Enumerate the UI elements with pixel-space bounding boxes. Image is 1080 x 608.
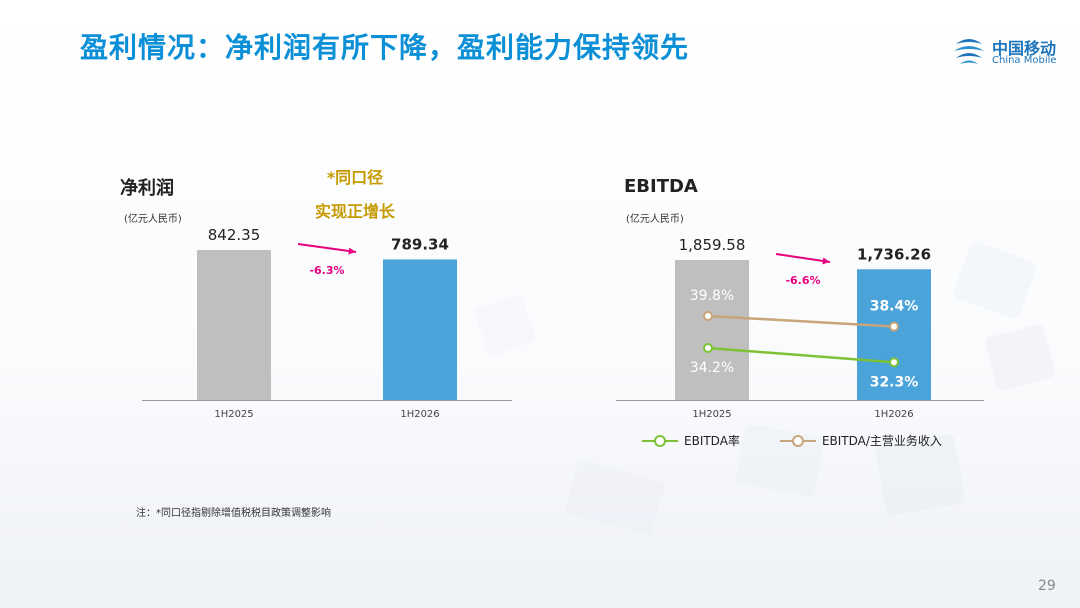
net-profit-title: 净利润 <box>120 178 174 199</box>
ebitda-line-label-ebitda-ratio-1H2025: 39.8% <box>690 288 734 304</box>
ebitda-change-arrow-head <box>822 257 830 265</box>
logo-text-cn: 中国移动 <box>992 39 1057 58</box>
ebitda-line-label-ebitda-rate-1H2026: 32.3% <box>870 374 919 390</box>
comparable-basis-note-line1: *同口径 <box>326 168 384 187</box>
ebitda-point-ebitda-ratio-1H2026 <box>889 321 899 332</box>
net-profit-value-label-1H2026: 789.34 <box>391 235 449 253</box>
ebitda-point-ebitda-rate-1H2026 <box>889 357 899 368</box>
ebitda-value-label-1H2026: 1,736.26 <box>857 245 931 263</box>
ebitda-unit: (亿元人民币) <box>626 214 684 225</box>
ebitda-tick-label-1H2025: 1H2025 <box>692 409 731 420</box>
page-number: 29 <box>1038 578 1056 594</box>
ebitda-bar-1H2025 <box>675 260 749 400</box>
china-mobile-logo: 中国移动 China Mobile <box>950 32 1070 72</box>
legend-item-ebitda-rate: EBITDA率 <box>642 432 740 449</box>
legend-label-ebitda-rate: EBITDA率 <box>684 434 740 448</box>
net-profit-bar-1H2026 <box>383 259 457 400</box>
ebitda-point-ebitda-ratio-1H2025 <box>703 311 713 321</box>
comparable-basis-note-line2: 实现正增长 <box>314 202 395 221</box>
legend-swatch-ebitda-rate <box>642 434 678 447</box>
net-profit-change-arrow <box>297 243 357 253</box>
net-profit-tick-label-1H2025: 1H2025 <box>214 409 253 420</box>
logo-text-en: China Mobile <box>992 55 1057 66</box>
page-title: 盈利情况：净利润有所下降，盈利能力保持领先 <box>80 31 690 64</box>
legend-label-ebitda-ratio: EBITDA/主营业务收入 <box>821 434 942 448</box>
legend-item-ebitda-ratio: EBITDA/主营业务收入 <box>779 432 942 449</box>
net-profit-tick-label-1H2026: 1H2026 <box>400 409 439 420</box>
ebitda-line-label-ebitda-rate-1H2025: 34.2% <box>690 360 734 376</box>
net-profit-unit: (亿元人民币) <box>124 214 182 225</box>
ebitda-title: EBITDA <box>624 176 698 197</box>
ebitda-value-label-1H2025: 1,859.58 <box>679 236 746 254</box>
ebitda-change-arrow <box>775 253 831 263</box>
comparable-basis-note: *同口径 实现正增长 <box>300 164 410 222</box>
ebitda-line-ebitda-ratio <box>707 314 895 328</box>
footnote: 注：*同口径指剔除增值税税目政策调整影响 <box>136 508 331 519</box>
net-profit-change-arrow-head <box>348 247 356 255</box>
net-profit-change-label: -6.3% <box>309 264 344 277</box>
net-profit-bar-1H2025 <box>197 250 271 400</box>
china-mobile-logo-icon <box>954 39 984 64</box>
ebitda-legend: EBITDA率 EBITDA/主营业务收入 <box>642 432 942 449</box>
legend-swatch-ebitda-ratio <box>779 434 816 447</box>
net-profit-value-label-1H2025: 842.35 <box>208 226 261 244</box>
ebitda-point-ebitda-rate-1H2025 <box>703 343 713 353</box>
ebitda-bar-1H2026 <box>857 269 931 400</box>
ebitda-line-label-ebitda-ratio-1H2026: 38.4% <box>870 299 919 315</box>
ebitda-line-ebitda-rate <box>707 346 895 364</box>
ebitda-tick-label-1H2026: 1H2026 <box>874 409 913 420</box>
ebitda-change-label: -6.6% <box>785 274 820 287</box>
